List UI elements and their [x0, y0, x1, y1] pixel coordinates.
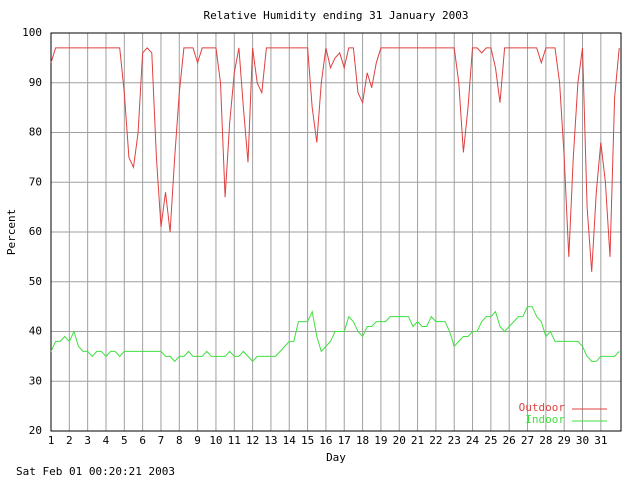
x-tick-label: 27 — [521, 434, 534, 447]
footer: Sat Feb 01 00:20:21 2003 — [16, 465, 175, 478]
x-tick-label: 5 — [121, 434, 128, 447]
x-tick-label: 30 — [576, 434, 589, 447]
data-line — [50, 306, 620, 363]
x-tick-label: 28 — [539, 434, 552, 447]
x-tick-label: 6 — [139, 434, 146, 447]
x-tick-label: 23 — [448, 434, 461, 447]
legend-label: Indoor — [525, 413, 565, 426]
y-tick-label: 50 — [29, 275, 42, 288]
x-tick-label: 31 — [594, 434, 607, 447]
x-tick-label: 10 — [209, 434, 222, 447]
x-axis-label: Day — [326, 451, 346, 464]
x-tick-label: 26 — [503, 434, 516, 447]
x-tick-label: 9 — [194, 434, 201, 447]
y-axis-label: Percent — [5, 209, 18, 255]
x-tick-label: 15 — [301, 434, 314, 447]
y-tick-label: 80 — [29, 126, 42, 139]
x-tick-label: 7 — [158, 434, 165, 447]
y-tick-label: 40 — [29, 325, 42, 338]
x-tick-label: 11 — [228, 434, 241, 447]
x-tick-label: 22 — [429, 434, 442, 447]
x-tick-label: 4 — [103, 434, 110, 447]
y-tick-label: 100 — [22, 26, 42, 39]
x-tick-label: 29 — [558, 434, 571, 447]
x-tick-label: 17 — [338, 434, 351, 447]
x-tick-label: 25 — [484, 434, 497, 447]
chart-title: Relative Humidity ending 31 January 2003 — [204, 9, 469, 22]
y-tick-label: 60 — [29, 225, 42, 238]
x-tick-label: 19 — [374, 434, 387, 447]
y-tick-label: 20 — [29, 424, 42, 437]
x-tick-label: 20 — [393, 434, 406, 447]
x-tick-label: 13 — [264, 434, 277, 447]
x-tick-label: 16 — [319, 434, 332, 447]
x-tick-label: 1 — [48, 434, 55, 447]
x-tick-label: 12 — [246, 434, 259, 447]
plot-frame — [50, 32, 622, 432]
y-tick-label: 70 — [29, 175, 42, 188]
x-tick-label: 8 — [176, 434, 183, 447]
legend-label: Outdoor — [519, 401, 566, 414]
x-tick-label: 21 — [411, 434, 424, 447]
y-tick-label: 30 — [29, 374, 42, 387]
x-tick-label: 18 — [356, 434, 369, 447]
x-tick-label: 2 — [66, 434, 73, 447]
y-tick-label: 90 — [29, 76, 42, 89]
data-line — [50, 47, 620, 272]
x-tick-label: 14 — [283, 434, 297, 447]
x-tick-label: 24 — [466, 434, 480, 447]
x-tick-label: 3 — [84, 434, 91, 447]
